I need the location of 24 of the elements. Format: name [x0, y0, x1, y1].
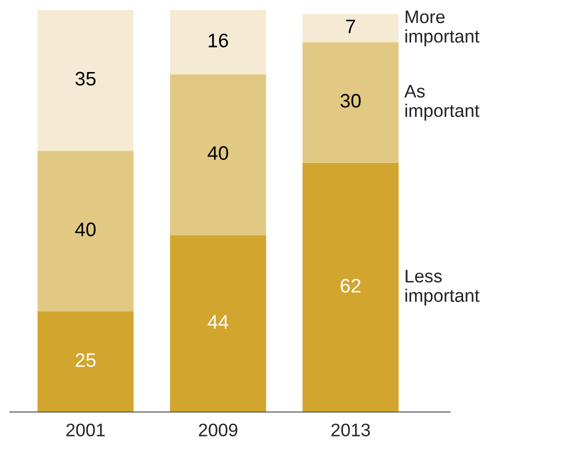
bar — [302, 42, 399, 163]
bar — [38, 150, 134, 312]
data-label: 40 — [75, 222, 96, 236]
bar — [170, 235, 266, 412]
bar — [170, 10, 266, 74]
series-label: As important — [404, 84, 480, 121]
series-label: Less important — [405, 270, 480, 306]
data-label: 25 — [76, 353, 96, 367]
bar — [38, 10, 134, 151]
series-label: More important — [405, 10, 480, 46]
data-label: 44 — [208, 315, 228, 329]
x-tick-label: 2013 — [331, 424, 370, 436]
data-label: 16 — [208, 34, 228, 48]
bar — [170, 74, 266, 236]
bar — [302, 14, 399, 42]
bar — [38, 312, 134, 412]
bar — [302, 162, 399, 412]
data-label: 7 — [346, 20, 356, 34]
data-label: 62 — [340, 278, 360, 293]
x-tick-label: 2001 — [66, 424, 105, 436]
data-label: 40 — [208, 146, 228, 160]
data-label: 30 — [340, 94, 361, 108]
x-tick-label: 2009 — [198, 424, 238, 436]
data-label: 35 — [75, 72, 96, 86]
